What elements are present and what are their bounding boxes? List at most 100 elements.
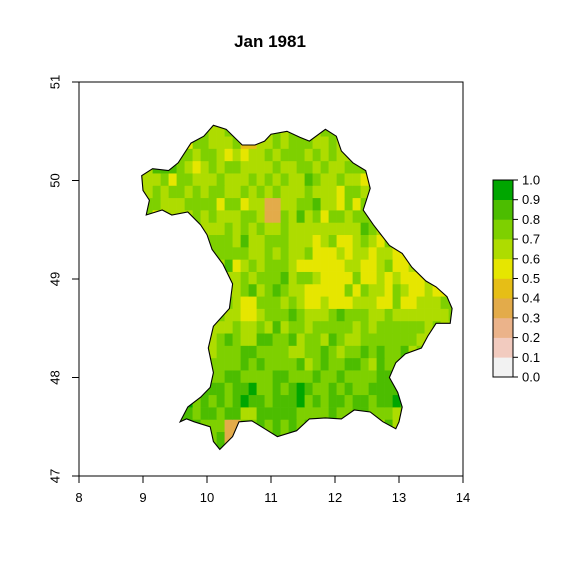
raster-cell <box>320 222 329 236</box>
raster-cell <box>280 125 289 137</box>
raster-cell <box>160 173 169 186</box>
raster-cell <box>192 382 201 396</box>
raster-cell <box>353 112 361 125</box>
raster-cell <box>168 333 177 346</box>
raster-cell <box>377 112 385 125</box>
raster-cell <box>296 160 305 174</box>
raster-cell <box>208 407 217 420</box>
raster-cell <box>160 234 169 248</box>
raster-cell <box>208 173 217 186</box>
raster-cell <box>296 271 305 285</box>
raster-cell <box>376 345 385 359</box>
raster-cell <box>192 185 201 199</box>
raster-cell <box>192 320 201 334</box>
raster-cell <box>384 320 393 334</box>
raster-cell <box>184 296 193 309</box>
raster-cell <box>432 443 441 450</box>
raster-cell <box>392 394 401 408</box>
raster-cell <box>336 210 345 223</box>
raster-cell <box>272 210 281 223</box>
raster-cell <box>144 234 153 248</box>
raster-cell <box>392 370 401 383</box>
raster-cell <box>232 370 241 383</box>
raster-cell <box>432 173 441 186</box>
raster-cell <box>176 382 185 396</box>
raster-cell <box>416 419 425 433</box>
raster-cell <box>232 320 241 334</box>
legend-bin <box>493 239 513 260</box>
raster-cell <box>432 345 441 359</box>
raster-cell <box>192 259 201 272</box>
raster-cell <box>280 345 289 359</box>
raster-cell <box>256 259 265 272</box>
raster-cell <box>160 148 169 162</box>
legend-bin <box>493 199 513 220</box>
raster-cell <box>217 112 225 125</box>
raster-cell <box>216 125 225 137</box>
raster-cell <box>264 308 273 322</box>
raster-cell <box>272 197 281 211</box>
raster-cell <box>256 283 265 297</box>
raster-cell <box>328 382 337 396</box>
raster-cell <box>448 210 453 223</box>
raster-cell <box>312 125 321 137</box>
raster-cell <box>200 173 209 186</box>
raster-cell <box>376 407 385 420</box>
raster-cell <box>240 271 249 285</box>
raster-cell <box>272 443 281 450</box>
raster-cell <box>192 148 201 162</box>
raster-cell <box>288 148 297 162</box>
raster-cell <box>368 234 377 248</box>
raster-cell <box>192 173 201 186</box>
raster-cell <box>328 394 337 408</box>
y-tick-label: 51 <box>48 75 63 89</box>
raster-cell <box>272 148 281 162</box>
raster-cell <box>272 296 281 309</box>
raster-cell <box>400 210 409 223</box>
y-tick-label: 47 <box>48 469 63 483</box>
raster-cell <box>312 271 321 285</box>
raster-cell <box>360 283 369 297</box>
raster-cell <box>344 308 353 322</box>
raster-cell <box>141 308 145 322</box>
raster-cell <box>376 308 385 322</box>
raster-cell <box>144 148 153 162</box>
raster-cell <box>344 382 353 396</box>
raster-cell <box>392 333 401 346</box>
raster-cell <box>336 357 345 371</box>
raster-cell <box>141 136 145 149</box>
raster-cell <box>409 112 417 125</box>
raster-cell <box>360 308 369 322</box>
raster-cell <box>304 222 313 236</box>
raster-cell <box>240 320 249 334</box>
raster-cell <box>141 160 145 174</box>
raster-cell <box>224 320 233 334</box>
legend-tick-label: 0.9 <box>522 192 540 207</box>
raster-cell <box>200 370 209 383</box>
raster-cell <box>440 222 449 236</box>
raster-cell <box>145 112 153 125</box>
raster-cell <box>152 271 161 285</box>
raster-cell <box>272 125 281 137</box>
raster-cell <box>328 246 337 260</box>
raster-cell <box>320 320 329 334</box>
raster-cell <box>440 431 449 445</box>
raster-cell <box>224 136 233 149</box>
raster-cell <box>208 234 217 248</box>
raster-cell <box>440 185 449 199</box>
raster-cell <box>296 234 305 248</box>
raster-cell <box>352 407 361 420</box>
raster-cell <box>352 222 361 236</box>
raster-cell <box>408 136 417 149</box>
raster-cell <box>368 222 377 236</box>
raster-cell <box>328 185 337 199</box>
raster-cell <box>424 407 433 420</box>
raster-cell <box>208 357 217 371</box>
raster-cell <box>200 259 209 272</box>
raster-cell <box>384 345 393 359</box>
raster-cell <box>168 125 177 137</box>
raster-cell <box>232 148 241 162</box>
raster-cell <box>208 271 217 285</box>
raster-cell <box>216 185 225 199</box>
raster-cell <box>264 197 273 211</box>
